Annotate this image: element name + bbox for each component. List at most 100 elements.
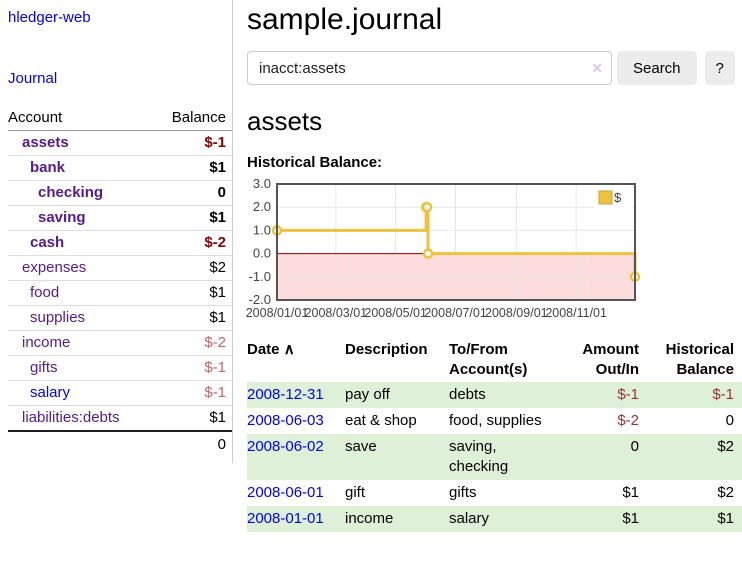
data-point-marker [421,201,433,213]
account-balance: $1 [153,205,232,231]
date-column-header[interactable]: Date ∧ [247,340,295,358]
account-link-assets[interactable]: assets [22,134,69,151]
account-row: bank $1 [8,155,232,181]
help-button[interactable]: ? [704,51,735,85]
register-table-body: 2008-12-31 pay off debts $-1 $-1 2008-06-03 ea… [247,381,742,532]
y-tick-label: -2.0 [249,292,271,307]
brand-link[interactable]: hledger-web [8,9,91,26]
account-link-saving[interactable]: saving [38,209,86,226]
transaction-accounts: saving, checking [449,437,509,475]
account-link-expenses[interactable]: expenses [22,259,87,276]
transaction-date-link[interactable]: 2008-01-01 [247,509,324,527]
account-row: expenses $2 [8,255,232,281]
y-tick-label: 1.0 [253,222,271,237]
account-balance: $1 [153,405,232,432]
chart-container: $3.0 2.0 1.0 0.0 -1.0 -2.0 2008/01/01 2008/03/0… [246,176,742,322]
x-tick-label: 2008/11/01 [545,306,607,320]
register-row: 2008-06-01 gift gifts $1 $2 [247,480,742,506]
y-tick-label: 0.0 [253,245,271,260]
account-row: supplies $1 [8,305,232,331]
search-box: ✕ [247,51,612,85]
transaction-accounts: food, supplies [449,411,542,429]
account-row: food $1 [8,280,232,306]
plot-border [276,182,636,301]
main-content: sample.journal ✕ Search ? assets Histori… [233,0,742,532]
register-table: Date ∧ Description To/From Account(s) Am… [247,338,742,532]
transaction-balance: $2 [717,483,734,501]
transaction-amount: $-2 [617,411,639,429]
transaction-balance: 0 [725,411,734,429]
transaction-date-link[interactable]: 2008-06-01 [247,483,324,501]
accounts-table-header: Account Balance [8,106,232,131]
accounts-column-header: To/From Account(s) [449,340,528,378]
legend-swatch [598,190,613,205]
account-link-gifts[interactable]: gifts [30,359,58,376]
account-link-cash[interactable]: cash [30,234,65,251]
accounts-table: Account Balance assets $-1 bank $1 checking 0… [8,106,232,457]
y-tick-label: 3.0 [253,176,271,191]
account-link-salary[interactable]: salary [30,384,71,401]
sidebar-item-journal[interactable]: Journal [8,70,58,87]
account-row: saving $1 [8,205,232,231]
register-table-header: Date ∧ Description To/From Account(s) Am… [247,338,742,382]
transaction-amount: 0 [630,437,639,455]
register-row: 2008-06-03 eat & shop food, supplies $-2 0 [247,408,742,434]
transaction-accounts: gifts [449,483,477,501]
description-column-header: Description [345,340,428,358]
account-balance: $-2 [153,230,232,256]
register-row: 2008-01-01 income salary $1 $1 [247,505,742,532]
search-form: ✕ Search ? [247,51,742,85]
account-link-bank[interactable]: bank [30,159,66,176]
transaction-accounts: salary [449,509,490,527]
account-row: gifts $-1 [8,355,232,381]
y-tick-label: -1.0 [249,268,271,283]
account-row: income $-2 [8,330,232,356]
transaction-description: gift [345,483,366,501]
account-heading: assets [247,106,323,136]
amount-column-header: Amount Out/In [582,340,639,378]
balance-column-header: Balance [153,106,232,131]
transaction-description: pay off [345,385,390,403]
y-tick-label: 2.0 [253,199,271,214]
account-link-food[interactable]: food [30,284,60,301]
transaction-description: eat & shop [345,411,417,429]
account-link-liabilities-debts[interactable]: liabilities:debts [22,409,120,426]
search-button[interactable]: Search [617,51,697,85]
accounts-total-row: 0 [8,431,232,457]
clear-search-icon[interactable]: ✕ [591,60,603,76]
accounts-total-value: 0 [217,436,226,453]
transaction-amount: $1 [622,509,639,527]
transaction-date-link[interactable]: 2008-06-03 [247,411,324,429]
accounts-table-body: assets $-1 bank $1 checking 0 saving $1 cash $-2 e… [8,130,232,432]
search-input[interactable] [247,51,612,85]
page-title: sample.journal [247,3,443,36]
transaction-description: income [345,509,394,527]
transaction-amount: $-1 [617,385,639,403]
account-link-income[interactable]: income [22,334,71,351]
transaction-date-link[interactable]: 2008-12-31 [247,385,324,403]
account-balance: $1 [153,280,232,306]
account-balance: $-1 [153,130,232,156]
register-row: 2008-12-31 pay off debts $-1 $-1 [247,381,742,408]
legend-label: $ [614,190,622,205]
balance-chart: $3.0 2.0 1.0 0.0 -1.0 -2.02008/01/012008/03/0… [246,176,641,320]
account-balance: $-1 [153,355,232,381]
account-row: cash $-2 [8,230,232,256]
account-balance: $-2 [153,330,232,356]
sort-ascending-icon: ∧ [283,340,295,358]
transaction-date-link[interactable]: 2008-06-02 [247,437,324,455]
account-link-checking[interactable]: checking [38,184,104,201]
x-tick-label: 2008/07/01 [424,306,487,320]
register-row: 2008-06-02 save saving, checking 0 $2 [247,433,742,480]
data-point-marker [422,247,434,259]
account-row: salary $-1 [8,380,232,406]
x-tick-label: 2008/03/01 [305,306,368,320]
account-row: assets $-1 [8,130,232,156]
transaction-amount: $1 [622,483,639,501]
transaction-accounts: debts [449,385,486,403]
transaction-balance: $-1 [712,385,734,403]
account-link-supplies[interactable]: supplies [30,309,86,326]
account-balance: $2 [153,255,232,281]
sidebar: hledger-web Journal Account Balance asse… [0,0,233,463]
account-row: checking 0 [8,180,232,206]
